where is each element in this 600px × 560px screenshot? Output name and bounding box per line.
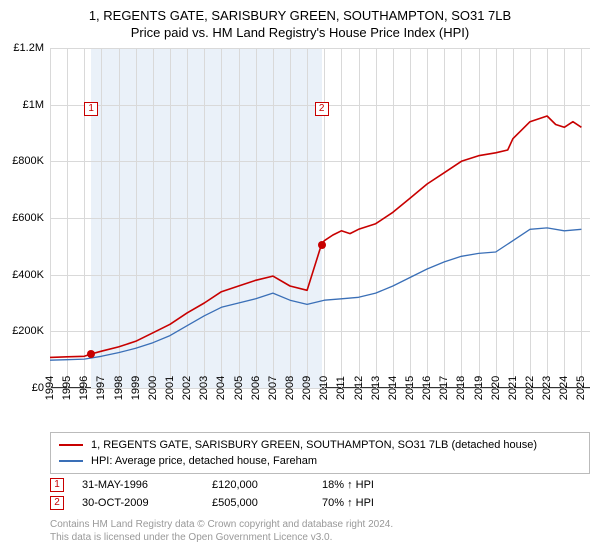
marker-number-box: 2 (315, 102, 329, 116)
legend-swatch (59, 460, 83, 462)
marker-dot (87, 350, 95, 358)
chart-plot-area: £0£200K£400K£600K£800K£1M£1.2M1994199519… (50, 48, 590, 388)
legend-box: 1, REGENTS GATE, SARISBURY GREEN, SOUTHA… (50, 432, 590, 474)
transaction-date: 30-OCT-2009 (82, 497, 212, 509)
transaction-price: £120,000 (212, 479, 322, 491)
transaction-marker: 2 (50, 496, 64, 510)
footer-line: This data is licensed under the Open Gov… (50, 531, 393, 544)
chart-container: 1, REGENTS GATE, SARISBURY GREEN, SOUTHA… (0, 0, 600, 560)
legend-item: HPI: Average price, detached house, Fare… (59, 453, 581, 469)
y-axis-tick-label: £800K (12, 155, 50, 167)
transaction-hpi: 70% ↑ HPI (322, 497, 422, 509)
legend-swatch (59, 444, 83, 446)
transaction-date: 31-MAY-1996 (82, 479, 212, 491)
legend-label: 1, REGENTS GATE, SARISBURY GREEN, SOUTHA… (91, 439, 537, 451)
y-axis-tick-label: £400K (12, 269, 50, 281)
legend-item: 1, REGENTS GATE, SARISBURY GREEN, SOUTHA… (59, 437, 581, 453)
series-hpi (50, 228, 581, 360)
transaction-row: 1 31-MAY-1996 £120,000 18% ↑ HPI (50, 476, 590, 494)
y-axis-tick-label: £1.2M (13, 42, 50, 54)
transaction-row: 2 30-OCT-2009 £505,000 70% ↑ HPI (50, 494, 590, 512)
series-lines (50, 48, 590, 388)
transactions-table: 1 31-MAY-1996 £120,000 18% ↑ HPI 2 30-OC… (50, 476, 590, 512)
title-line-2: Price paid vs. HM Land Registry's House … (0, 23, 600, 40)
footer-attribution: Contains HM Land Registry data © Crown c… (50, 518, 393, 544)
transaction-hpi: 18% ↑ HPI (322, 479, 422, 491)
series-price_paid (50, 116, 581, 357)
y-axis-tick-label: £1M (23, 99, 50, 111)
marker-dot (318, 241, 326, 249)
marker-number-box: 1 (84, 102, 98, 116)
y-axis-tick-label: £600K (12, 212, 50, 224)
legend-label: HPI: Average price, detached house, Fare… (91, 455, 317, 467)
transaction-marker: 1 (50, 478, 64, 492)
y-axis-tick-label: £200K (12, 325, 50, 337)
title-line-1: 1, REGENTS GATE, SARISBURY GREEN, SOUTHA… (0, 0, 600, 23)
footer-line: Contains HM Land Registry data © Crown c… (50, 518, 393, 531)
transaction-price: £505,000 (212, 497, 322, 509)
